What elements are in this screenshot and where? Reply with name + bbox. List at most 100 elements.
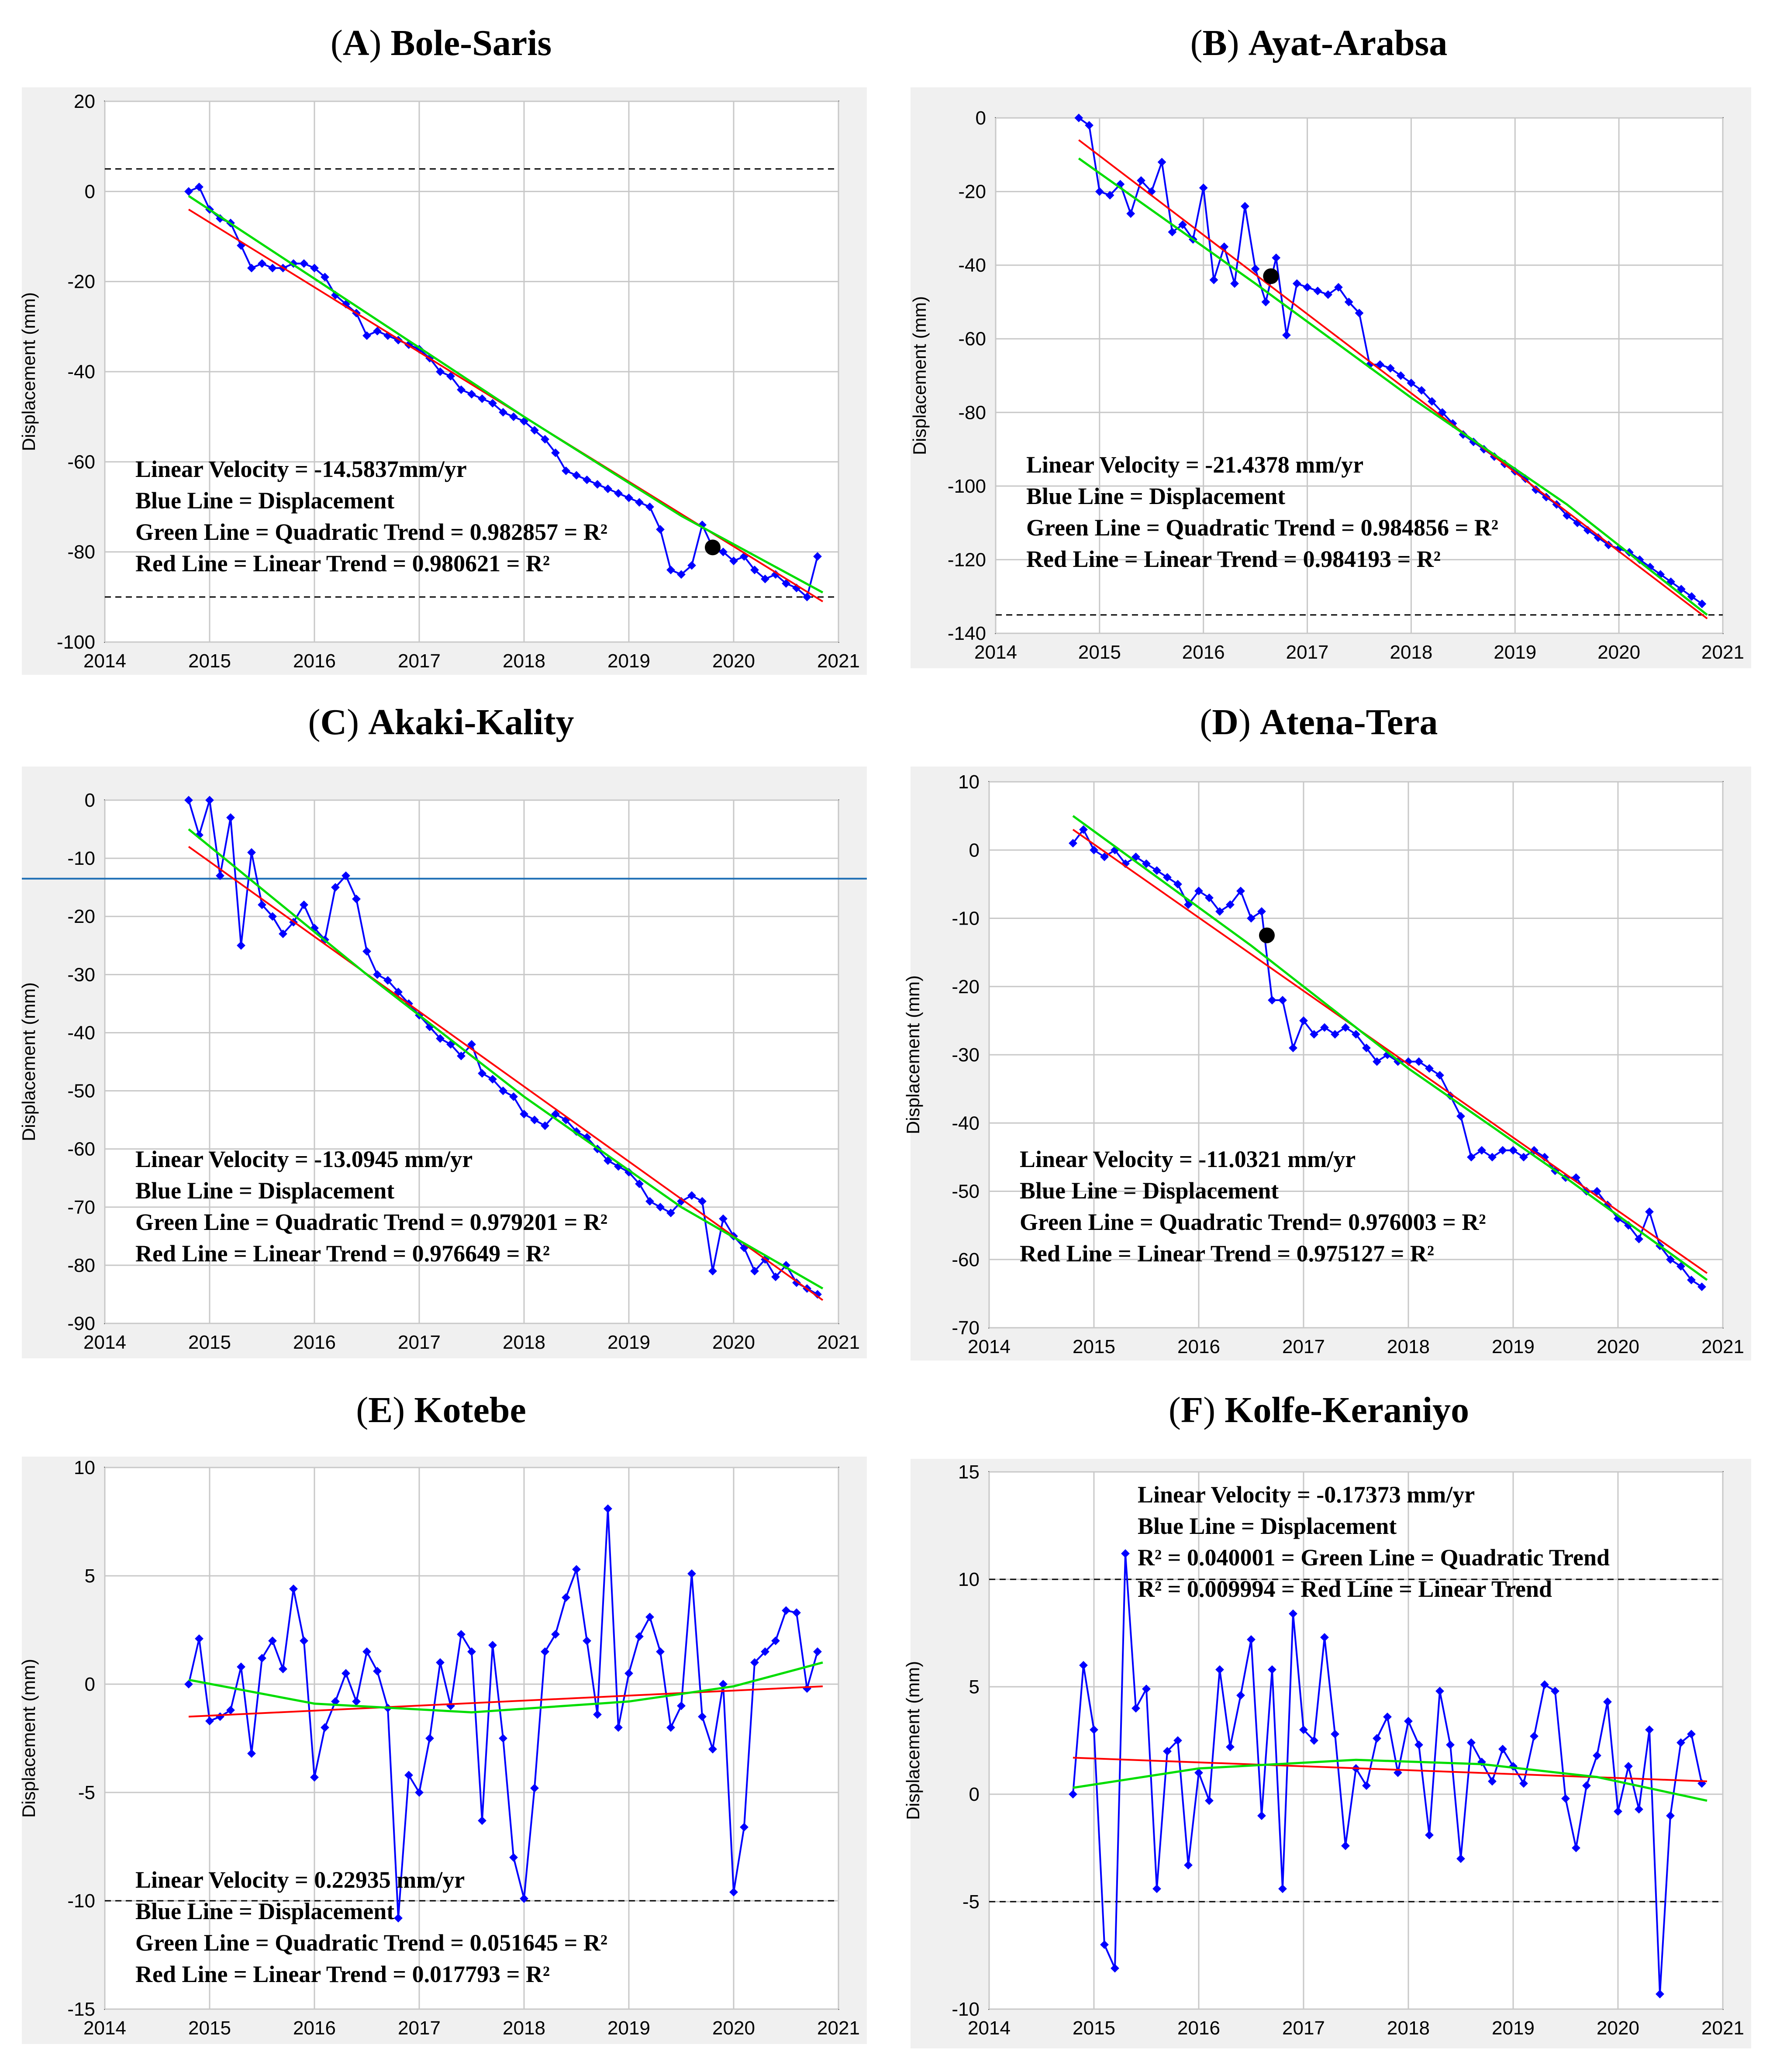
- annotation-line: R² = 0.040001 = Green Line = Quadratic T…: [1138, 1544, 1610, 1571]
- x-tick-label: 2015: [188, 1332, 231, 1353]
- displacement-point: [404, 1771, 413, 1780]
- displacement-point: [488, 1640, 497, 1650]
- displacement-point: [373, 327, 382, 336]
- displacement-point: [1540, 1153, 1549, 1162]
- y-tick-label: -120: [948, 549, 986, 570]
- displacement-point: [803, 592, 811, 601]
- displacement-point: [373, 970, 382, 979]
- displacement-point: [247, 848, 256, 857]
- displacement-point: [1456, 1854, 1465, 1863]
- displacement-point: [1373, 1057, 1381, 1066]
- displacement-point: [1425, 1830, 1434, 1840]
- displacement-point: [1152, 1884, 1161, 1893]
- x-tick-label: 2015: [188, 2017, 231, 2039]
- displacement-point: [1645, 1725, 1654, 1734]
- displacement-point: [541, 435, 549, 444]
- displacement-point: [1247, 1635, 1256, 1644]
- displacement-point: [1624, 1762, 1633, 1771]
- displacement-point: [1383, 1712, 1392, 1721]
- displacement-point: [1687, 1730, 1696, 1739]
- displacement-point: [1519, 1153, 1528, 1162]
- displacement-point: [750, 1267, 759, 1276]
- displacement-point: [1121, 859, 1130, 868]
- displacement-point: [1199, 183, 1208, 193]
- displacement-point: [1404, 1716, 1413, 1726]
- displacement-point: [341, 1669, 350, 1678]
- displacement-point: [1341, 1841, 1350, 1850]
- displacement-point: [258, 259, 266, 268]
- displacement-point: [310, 1773, 319, 1782]
- x-tick-label: 2019: [607, 1332, 650, 1353]
- displacement-point: [1173, 1736, 1182, 1745]
- displacement-point: [1230, 279, 1239, 288]
- y-tick-label: -60: [67, 1139, 95, 1160]
- displacement-point: [362, 947, 371, 956]
- displacement-point: [1240, 202, 1249, 211]
- x-tick-label: 2018: [1390, 642, 1432, 663]
- displacement-point: [677, 1701, 686, 1710]
- displacement-point: [813, 552, 822, 561]
- displacement-point: [268, 912, 277, 921]
- y-tick-label: 0: [85, 1674, 95, 1695]
- displacement-point: [719, 547, 728, 556]
- y-tick-label: 0: [969, 1784, 980, 1805]
- displacement-point: [1572, 1844, 1580, 1852]
- displacement-point: [1635, 1234, 1643, 1243]
- displacement-point: [1303, 283, 1312, 292]
- displacement-point: [1417, 386, 1426, 395]
- displacement-point: [237, 1662, 245, 1671]
- displacement-point: [593, 480, 602, 489]
- displacement-point: [635, 498, 644, 507]
- event-marker: [705, 539, 721, 556]
- displacement-point: [1168, 228, 1177, 237]
- annotation-line: Linear Velocity = -0.17373 mm/yr: [1138, 1481, 1475, 1508]
- displacement-point: [541, 1121, 549, 1130]
- displacement-point: [1272, 253, 1281, 262]
- annotation-line: Green Line = Quadratic Trend= 0.976003 =…: [1020, 1209, 1486, 1235]
- displacement-point: [1334, 283, 1343, 292]
- y-tick-label: -90: [67, 1313, 95, 1334]
- displacement-point: [1697, 599, 1707, 608]
- displacement-point: [1111, 1964, 1119, 1973]
- x-tick-label: 2015: [1073, 1336, 1115, 1357]
- displacement-point: [666, 1209, 675, 1217]
- displacement-point: [750, 566, 759, 574]
- displacement-point: [1215, 1665, 1224, 1674]
- displacement-point: [771, 570, 780, 579]
- annotation-line: Red Line = Linear Trend = 0.976649 = R²: [135, 1240, 550, 1267]
- displacement-point: [184, 1680, 193, 1689]
- x-tick-label: 2016: [1177, 1336, 1220, 1357]
- displacement-point: [583, 1636, 591, 1645]
- displacement-point: [1163, 873, 1172, 882]
- displacement-point: [530, 1115, 539, 1125]
- y-tick-label: -80: [67, 1255, 95, 1276]
- x-tick-label: 2017: [1282, 2017, 1325, 2039]
- displacement-point: [1292, 279, 1301, 288]
- displacement-point: [1090, 846, 1098, 855]
- y-tick-label: -5: [78, 1782, 95, 1803]
- displacement-point: [1320, 1023, 1329, 1032]
- linear-trend-line: [1072, 829, 1708, 1274]
- displacement-point: [1697, 1282, 1706, 1292]
- annotation-line: Linear Velocity = -21.4378 mm/yr: [1026, 452, 1363, 478]
- x-tick-label: 2015: [188, 650, 231, 672]
- y-tick-label: -70: [67, 1197, 95, 1218]
- y-tick-label: -50: [952, 1181, 980, 1202]
- x-tick-label: 2017: [398, 1332, 441, 1353]
- displacement-point: [300, 900, 308, 909]
- x-tick-label: 2018: [503, 650, 545, 672]
- linear-trend-line: [188, 1685, 823, 1718]
- displacement-point: [488, 1075, 497, 1084]
- displacement-point: [247, 1749, 256, 1758]
- quadratic-trend-line: [188, 828, 824, 1290]
- plot-area: [995, 117, 1724, 634]
- displacement-point: [1467, 1738, 1476, 1747]
- displacement-point: [1435, 1686, 1444, 1696]
- y-tick-label: 15: [958, 1461, 980, 1483]
- displacement-point: [1331, 1030, 1339, 1039]
- displacement-point: [1173, 880, 1182, 889]
- displacement-point: [436, 1034, 445, 1043]
- y-tick-label: -20: [952, 976, 980, 998]
- displacement-point: [1414, 1057, 1423, 1066]
- x-tick-label: 2016: [1182, 642, 1225, 663]
